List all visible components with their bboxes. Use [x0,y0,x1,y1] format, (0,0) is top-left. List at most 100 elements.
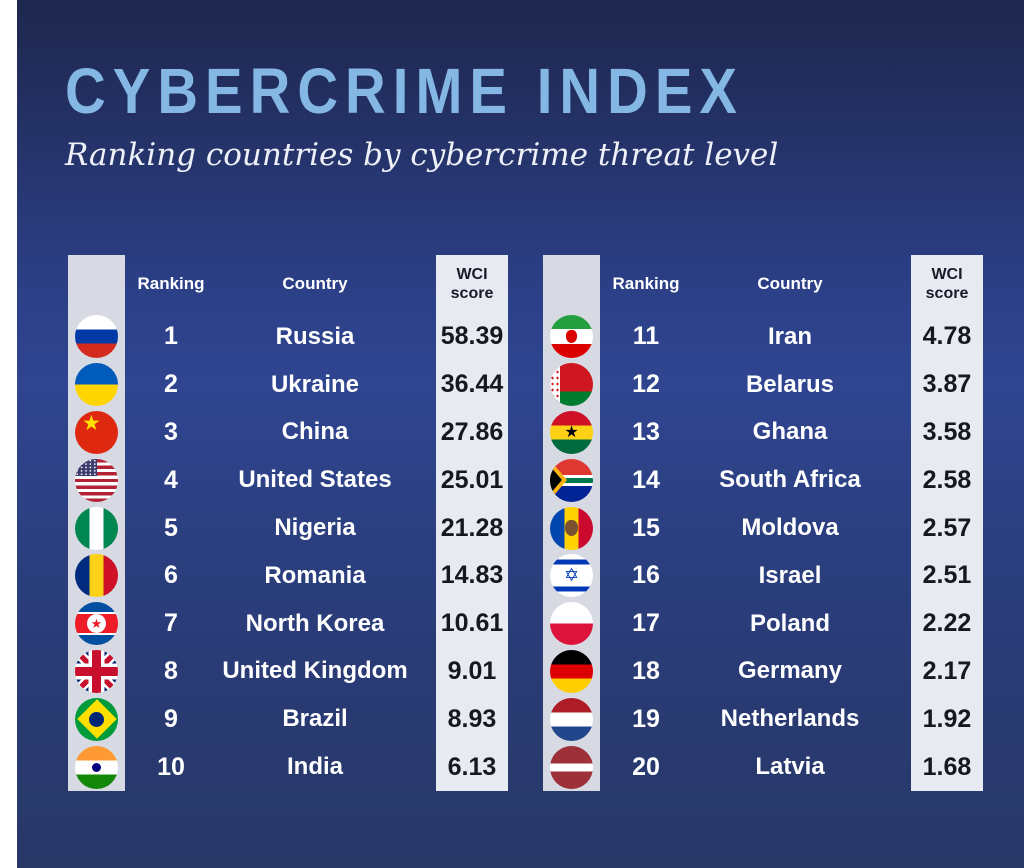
ranking-table-11-20: Ranking Country WCI score 11 Iran 4.78 12 Be… [543,255,983,791]
country-name: United States [238,466,392,494]
table-row: 9 Brazil 8.93 [68,695,508,743]
ranking-value: 17 [632,609,660,638]
wci-score-value: 21.28 [440,513,504,542]
table-row: 18 Germany 2.17 [543,648,983,696]
ranking-value: 13 [632,417,660,446]
table-body: 1 Russia 58.39 2 Ukraine 36.44 3 China 27.86 4 Uni… [68,313,508,791]
country-name: Poland [749,609,830,637]
table-row: 6 Romania 14.83 [68,552,508,600]
ranking-value: 7 [164,609,178,638]
flag-united-states-icon [75,458,118,502]
ranking-value: 12 [632,370,660,399]
flag-cell [68,743,125,791]
country-name: Nigeria [274,514,356,542]
wci-score-column-header: WCI score [450,265,494,302]
flag-united-kingdom-icon [75,649,118,693]
flag-cell [68,648,125,696]
wci-score-value: 3.58 [922,417,972,446]
country-name: Ukraine [270,370,360,398]
flag-cell [68,695,125,743]
wci-score-value: 2.57 [922,513,972,542]
country-name: Iran [767,322,812,350]
page-title: CYBERCRIME INDEX [65,55,745,127]
wci-score-value: 14.83 [440,561,504,590]
flag-cell [68,504,125,552]
flag-moldova-icon [550,506,593,550]
flag-cell [543,648,600,696]
table-row: 10 India 6.13 [68,743,508,791]
table-row: 20 Latvia 1.68 [543,743,983,791]
flag-netherlands-icon [550,697,593,741]
ranking-value: 14 [632,465,660,494]
ranking-value: 15 [632,513,660,542]
flag-cell [543,552,600,600]
flag-india-icon [75,745,118,789]
flag-header-spacer [543,255,600,313]
ranking-value: 2 [164,370,178,399]
flag-header-spacer [68,255,125,313]
flag-china-icon [75,410,118,454]
flag-cell [68,313,125,361]
flag-poland-icon [550,602,593,646]
table-row: 8 United Kingdom 9.01 [68,648,508,696]
wci-score-value: 8.93 [447,704,497,733]
flag-belarus-icon [550,363,593,407]
flag-nigeria-icon [75,506,118,550]
ranking-value: 19 [632,704,660,733]
ranking-value: 16 [632,561,660,590]
country-name: South Africa [719,466,861,494]
ranking-value: 5 [164,513,178,542]
table-row: 1 Russia 58.39 [68,313,508,361]
country-name: Romania [264,561,366,589]
page-left-margin [0,0,17,868]
wci-score-value: 36.44 [440,370,504,399]
country-name: Germany [737,657,843,685]
flag-ukraine-icon [75,363,118,407]
flag-iran-icon [550,315,593,359]
table-row: 14 South Africa 2.58 [543,456,983,504]
wci-score-value: 58.39 [440,322,504,351]
flag-cell [543,313,600,361]
flag-latvia-icon [550,745,593,789]
wci-score-value: 9.01 [447,656,497,685]
table-row: 12 Belarus 3.87 [543,361,983,409]
country-name: Ghana [752,418,828,446]
flag-cell [543,504,600,552]
country-name: Belarus [745,370,835,398]
ranking-value: 4 [164,465,178,494]
flag-cell [543,743,600,791]
country-column-header: Country [282,274,348,293]
wci-score-value: 4.78 [922,322,972,351]
wci-score-value: 1.68 [922,752,972,781]
wci-score-value: 2.51 [922,561,972,590]
country-name: Latvia [755,753,825,781]
wci-score-column-header: WCI score [925,265,969,302]
flag-cell [543,361,600,409]
flag-ghana-icon [550,410,593,454]
wci-score-value: 27.86 [440,417,504,446]
table-row: 2 Ukraine 36.44 [68,361,508,409]
table-row: 3 China 27.86 [68,409,508,457]
wci-score-value: 6.13 [447,752,497,781]
ranking-column-header: Ranking [137,274,205,293]
ranking-value: 9 [164,704,178,733]
wci-score-value: 3.87 [922,370,972,399]
flag-israel-icon [550,554,593,598]
flag-cell [68,361,125,409]
table-row: 7 North Korea 10.61 [68,600,508,648]
table-row: 4 United States 25.01 [68,456,508,504]
flag-brazil-icon [75,697,118,741]
table-row: 11 Iran 4.78 [543,313,983,361]
flag-russia-icon [75,315,118,359]
table-row: 15 Moldova 2.57 [543,504,983,552]
ranking-value: 6 [164,561,178,590]
flag-germany-icon [550,649,593,693]
wci-score-value: 2.58 [922,465,972,494]
flag-south-africa-icon [550,458,593,502]
flag-cell [68,456,125,504]
page-subtitle: Ranking countries by cybercrime threat l… [65,137,779,174]
country-name: Moldova [741,514,839,542]
table-header-row: Ranking Country WCI score [543,255,983,313]
ranking-column-header: Ranking [612,274,680,293]
country-name: Russia [275,322,355,350]
